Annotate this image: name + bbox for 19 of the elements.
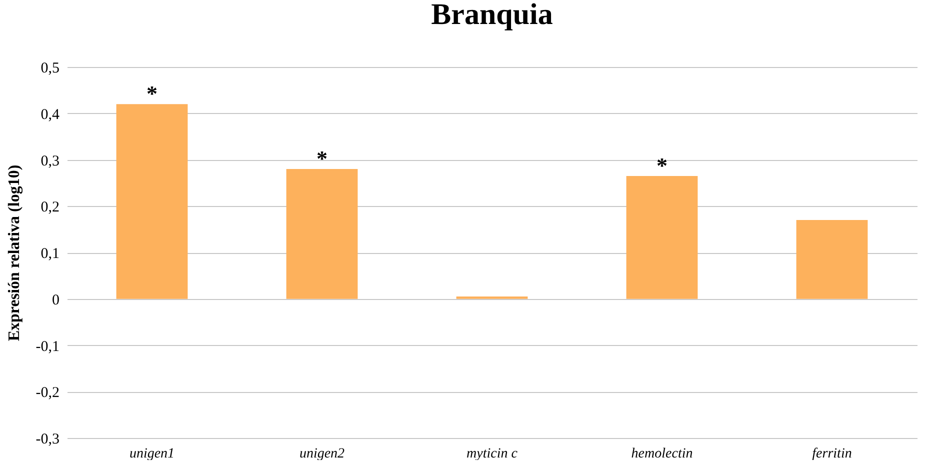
y-tick-label: 0,2 xyxy=(40,200,60,216)
y-tick-label: -0,3 xyxy=(36,432,60,448)
y-axis-title: Expresión relativa (log10) xyxy=(6,164,23,342)
y-tick-label: 0,4 xyxy=(40,106,60,123)
annotation: * xyxy=(656,152,668,178)
y-tick-label: -0,1 xyxy=(36,338,60,355)
y-tick-label: 0,3 xyxy=(40,153,60,170)
bar xyxy=(286,169,358,299)
bar xyxy=(626,176,698,299)
annotation: * xyxy=(316,146,328,172)
y-tick-label: -0,2 xyxy=(36,385,60,402)
x-tick-label: hemolectin xyxy=(631,446,693,462)
annotation: * xyxy=(146,81,158,106)
y-tick-label: 0,5 xyxy=(40,60,60,76)
chart-title: Branquia xyxy=(431,0,553,31)
y-tick-label: 0 xyxy=(52,292,60,308)
y-tick-label: 0,1 xyxy=(40,246,60,262)
bar xyxy=(796,220,868,299)
bar xyxy=(116,104,188,299)
